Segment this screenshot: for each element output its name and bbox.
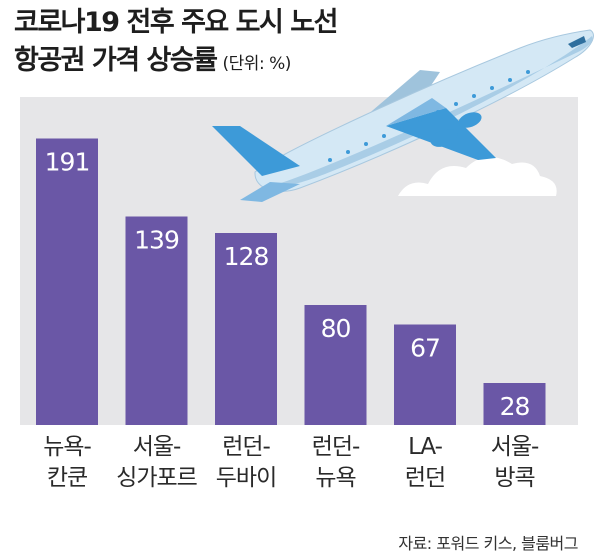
value-label-5: 28: [500, 392, 530, 421]
bar-2: [215, 233, 277, 425]
value-label-1: 139: [134, 226, 179, 255]
bars-group: [36, 138, 546, 425]
bar-3: [304, 305, 367, 425]
cloud-icon: [398, 156, 557, 196]
airplane-icon: [212, 29, 594, 202]
title-line-1: 코로나19 전후 주요 도시 노선: [14, 7, 338, 38]
value-label-3: 80: [321, 314, 351, 343]
category-label-0: 뉴욕- 칸쿤: [43, 434, 92, 491]
source-note: 자료: 포워드 키스, 블룸버그: [398, 534, 578, 553]
bar-4: [394, 324, 456, 425]
category-label-5: 서울- 방콕: [490, 434, 540, 491]
title-line-2-text: 항공권 가격 상승률: [14, 45, 218, 76]
category-label-2: 런던- 두바이: [215, 434, 277, 491]
value-label-0: 191: [45, 148, 90, 177]
category-label-1: 서울- 싱가포르: [116, 434, 198, 491]
value-labels-group: 191 139 128 80 67 28: [45, 148, 531, 422]
title-line-2: 항공권 가격 상승률 (단위: %): [14, 42, 337, 83]
category-label-3: 런던- 뉴욕: [311, 434, 361, 491]
value-label-4: 67: [410, 334, 440, 363]
bar-0: [36, 138, 98, 425]
unit-label: (단위: %): [222, 54, 292, 74]
value-label-2: 128: [224, 242, 269, 271]
bar-1: [125, 216, 188, 425]
bar-5: [483, 383, 546, 425]
chart-title: 코로나19 전후 주요 도시 노선 항공권 가격 상승률 (단위: %): [14, 4, 338, 83]
category-label-4: LA- 런던: [404, 434, 446, 491]
